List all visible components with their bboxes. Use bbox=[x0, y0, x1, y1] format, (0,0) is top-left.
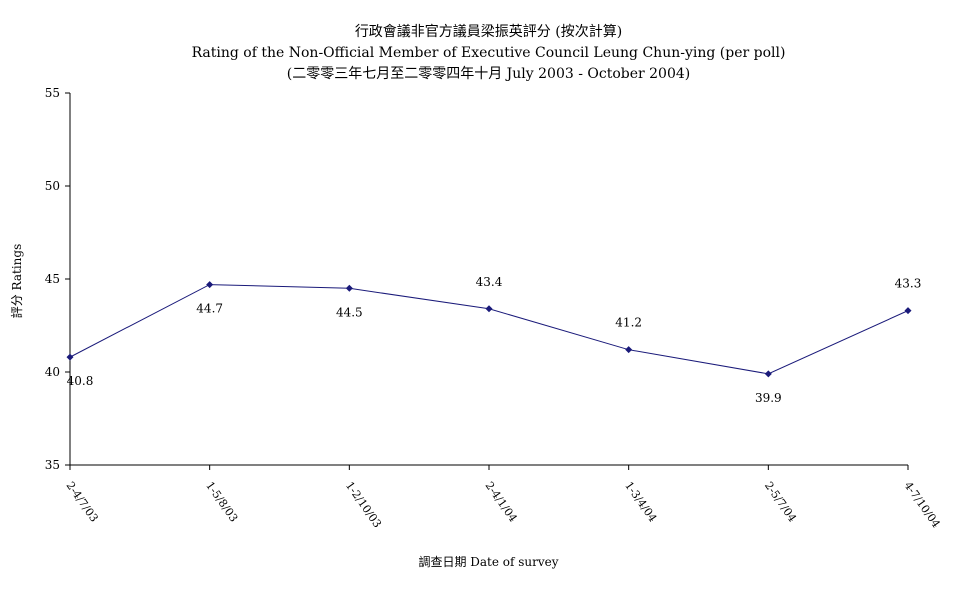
x-tick-label: 1-5/8/03 bbox=[203, 479, 240, 524]
x-tick-label: 2-4/7/03 bbox=[64, 479, 101, 524]
data-label: 43.4 bbox=[476, 275, 503, 289]
series-line bbox=[69, 284, 909, 375]
y-tick-label: 55 bbox=[45, 86, 60, 100]
data-label: 44.5 bbox=[336, 305, 363, 319]
x-tick-label: 1-3/4/04 bbox=[622, 479, 659, 524]
x-tick-label: 1-2/10/03 bbox=[343, 479, 384, 530]
y-tick-label: 40 bbox=[45, 365, 60, 379]
y-tick-label: 35 bbox=[45, 458, 60, 472]
title-line-english: Rating of the Non-Official Member of Exe… bbox=[191, 45, 786, 61]
x-tick-label: 4-7/10/04 bbox=[902, 479, 943, 530]
y-axis-label: 評分 Ratings bbox=[10, 243, 24, 319]
data-point-marker bbox=[764, 370, 772, 378]
data-point-marker bbox=[66, 353, 74, 361]
x-axis-label: 調查日期 Date of survey bbox=[418, 555, 559, 569]
data-point-marker bbox=[904, 307, 912, 315]
y-tick-label: 45 bbox=[45, 272, 60, 286]
data-point-marker bbox=[206, 281, 214, 289]
title-line-chinese: 行政會議非官方議員梁振英評分 (按次計算) bbox=[354, 24, 623, 40]
data-point-marker bbox=[345, 284, 353, 292]
data-label: 40.8 bbox=[67, 374, 94, 388]
x-tick-label: 2-4/1/04 bbox=[483, 479, 520, 524]
title-line-period: (二零零三年七月至二零零四年十月 July 2003 - October 200… bbox=[286, 66, 691, 82]
chart-title: 行政會議非官方議員梁振英評分 (按次計算) Rating of the Non-… bbox=[0, 22, 977, 85]
data-label: 44.7 bbox=[196, 302, 223, 316]
data-label: 39.9 bbox=[755, 391, 782, 405]
data-label: 43.3 bbox=[895, 277, 922, 291]
data-point-marker bbox=[485, 305, 493, 313]
data-label: 41.2 bbox=[615, 316, 642, 330]
y-tick-label: 50 bbox=[45, 179, 60, 193]
x-tick-label: 2-5/7/04 bbox=[762, 479, 799, 524]
data-point-marker bbox=[625, 346, 633, 354]
